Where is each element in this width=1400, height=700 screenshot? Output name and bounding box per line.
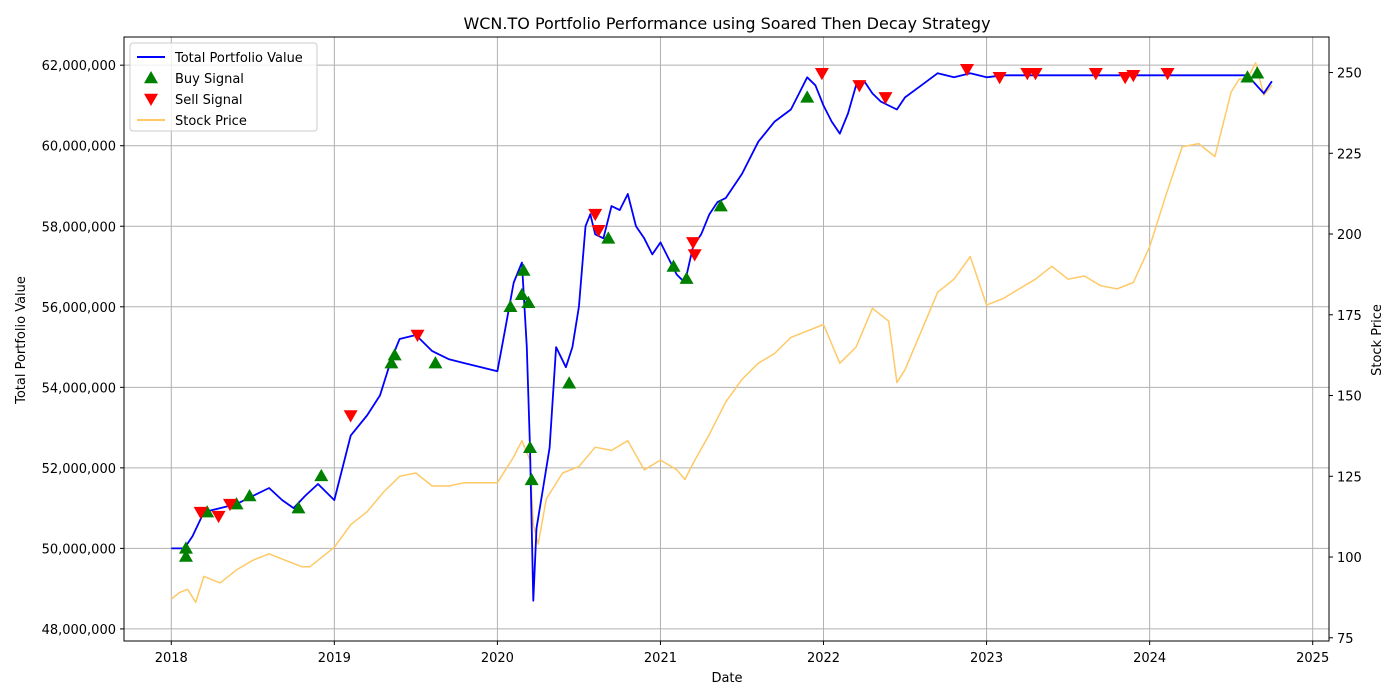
x-axis-ticks: 2018 2019 2020 2021 2022 2023 2024 2025 (155, 641, 1329, 666)
y2-tick-label: 175 (1337, 309, 1362, 324)
sell-signal-marker (1126, 70, 1141, 83)
sell-signal-marker (686, 237, 701, 250)
sell-signal-marker (1118, 72, 1133, 85)
chart-title: WCN.TO Portfolio Performance using Soare… (463, 14, 990, 33)
x-tick-label: 2019 (318, 651, 351, 666)
legend-swatch-marker (144, 93, 158, 106)
grid (124, 37, 1329, 641)
sell-signal-marker (992, 72, 1007, 85)
y-tick-label: 62,000,000 (42, 59, 116, 74)
sell-signal-marker (193, 506, 208, 520)
buy-signal-marker (503, 299, 518, 313)
buy-signal-marker (800, 90, 815, 103)
sell-signal-marker (588, 208, 603, 222)
sell-signal-markers (193, 63, 1175, 524)
x-tick-label: 2024 (1133, 651, 1166, 666)
sell-signal-marker (1028, 67, 1043, 81)
y-tick-label: 54,000,000 (42, 381, 116, 396)
buy-signal-marker (242, 489, 257, 502)
legend-label: Total Portfolio Value (174, 51, 303, 66)
y-tick-label: 58,000,000 (42, 220, 116, 235)
buy-signal-marker (562, 376, 577, 389)
buy-signal-marker (521, 295, 536, 309)
sell-signal-marker (211, 510, 226, 524)
y2-tick-label: 150 (1337, 390, 1362, 405)
x-tick-label: 2022 (807, 651, 840, 666)
buy-signal-marker (514, 287, 529, 300)
buy-signal-marker (524, 472, 539, 486)
x-tick-label: 2023 (970, 651, 1003, 666)
buy-signal-marker (713, 199, 728, 212)
legend-label: Stock Price (175, 114, 247, 129)
legend-box (129, 42, 318, 132)
buy-signal-marker (291, 501, 306, 514)
y-tick-label: 56,000,000 (42, 301, 116, 316)
x-tick-label: 2021 (644, 651, 677, 666)
buy-signal-marker (387, 348, 402, 361)
buy-signal-marker (384, 356, 399, 369)
y-axis-label: Total Portfolio Value (14, 276, 29, 405)
sell-signal-marker (222, 498, 237, 512)
buy-signal-marker (428, 356, 443, 369)
sell-signal-marker (1088, 67, 1103, 81)
buy-signal-marker (666, 259, 681, 272)
legend-label: Sell Signal (175, 93, 243, 108)
sell-signal-marker (960, 63, 975, 77)
y-tick-label: 48,000,000 (42, 623, 116, 638)
buy-signal-marker (229, 497, 244, 510)
buy-signal-marker (523, 440, 538, 453)
x-axis-label: Date (711, 671, 742, 686)
y-tick-label: 52,000,000 (42, 462, 116, 477)
buy-signal-marker (178, 541, 193, 554)
buy-signal-marker (1240, 70, 1255, 83)
sell-signal-marker (343, 410, 358, 423)
stock-price-series (170, 62, 1273, 603)
y-tick-label: 60,000,000 (42, 140, 116, 155)
y2-axis-ticks: 75 100 125 150 175 200 225 250 (1329, 67, 1362, 647)
buy-signal-marker (679, 271, 694, 284)
legend: Total Portfolio Value Buy Signal Sell Sign… (129, 42, 318, 132)
sell-signal-marker (410, 329, 425, 342)
stock-price-line (170, 62, 1273, 603)
x-tick-label: 2018 (155, 651, 188, 666)
buy-signal-marker (314, 468, 329, 482)
portfolio-value-series (171, 72, 1273, 602)
buy-signal-marker (516, 263, 531, 276)
y2-tick-label: 200 (1337, 228, 1362, 243)
y-tick-label: 50,000,000 (42, 542, 116, 557)
portfolio-value-line (171, 72, 1273, 602)
buy-signal-marker (601, 231, 616, 244)
y2-tick-label: 225 (1337, 147, 1362, 162)
y2-tick-label: 75 (1337, 632, 1354, 647)
buy-signal-marker (178, 549, 193, 562)
y2-tick-label: 100 (1337, 551, 1362, 566)
legend-swatch-marker (144, 71, 158, 84)
sell-signal-marker (591, 225, 606, 238)
y-axis-ticks: 48,000,000 50,000,000 52,000,000 54,000,000… (42, 59, 124, 638)
buy-signal-marker (1250, 66, 1265, 79)
legend-label: Buy Signal (175, 72, 244, 87)
y2-axis-label: Stock Price (1370, 304, 1385, 376)
y2-tick-label: 250 (1337, 67, 1362, 82)
sell-signal-marker (878, 92, 893, 105)
sell-signal-marker (852, 80, 867, 93)
sell-signal-marker (1160, 67, 1175, 81)
y2-tick-label: 125 (1337, 470, 1362, 485)
buy-signal-marker (200, 505, 215, 518)
sell-signal-marker (814, 67, 829, 81)
x-tick-label: 2020 (481, 651, 514, 666)
sell-signal-marker (687, 249, 702, 262)
buy-signal-markers (178, 66, 1265, 562)
x-tick-label: 2025 (1296, 651, 1329, 666)
plot-frame (123, 36, 1330, 642)
